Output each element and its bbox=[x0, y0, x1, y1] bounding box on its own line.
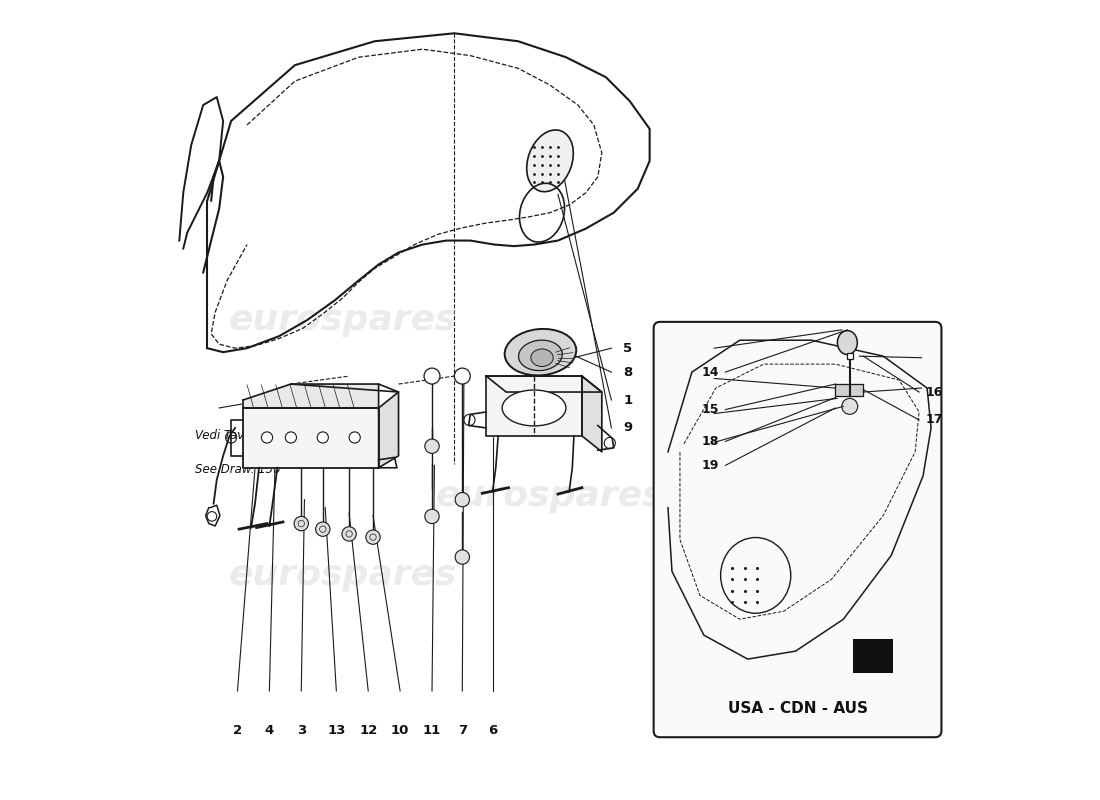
Text: See Draw. 130: See Draw. 130 bbox=[195, 463, 280, 476]
Text: 3: 3 bbox=[297, 724, 306, 738]
Text: 1: 1 bbox=[624, 394, 632, 406]
Text: 4: 4 bbox=[265, 724, 274, 738]
Circle shape bbox=[366, 530, 381, 544]
Ellipse shape bbox=[505, 329, 576, 375]
Text: 14: 14 bbox=[694, 342, 712, 354]
Text: 18: 18 bbox=[694, 407, 712, 420]
Text: 11: 11 bbox=[422, 724, 441, 738]
Circle shape bbox=[285, 432, 297, 443]
Circle shape bbox=[294, 516, 308, 530]
Circle shape bbox=[317, 432, 329, 443]
Text: 16: 16 bbox=[925, 386, 943, 398]
Polygon shape bbox=[243, 384, 378, 408]
Text: 17: 17 bbox=[923, 382, 940, 394]
Ellipse shape bbox=[518, 340, 562, 370]
Ellipse shape bbox=[531, 349, 553, 366]
Text: 17: 17 bbox=[925, 414, 943, 426]
Text: 19: 19 bbox=[702, 459, 719, 472]
Text: 2: 2 bbox=[233, 724, 242, 738]
Text: 14: 14 bbox=[702, 366, 719, 378]
Circle shape bbox=[425, 439, 439, 454]
Circle shape bbox=[425, 510, 439, 523]
Text: 7: 7 bbox=[458, 724, 466, 738]
Circle shape bbox=[316, 522, 330, 536]
Bar bbox=[852, 639, 893, 673]
Text: 12: 12 bbox=[359, 724, 377, 738]
Text: 13: 13 bbox=[327, 724, 345, 738]
Text: 5: 5 bbox=[624, 342, 632, 354]
Circle shape bbox=[454, 368, 471, 384]
Text: 19: 19 bbox=[694, 436, 712, 449]
Polygon shape bbox=[243, 408, 378, 468]
Text: eurospares: eurospares bbox=[229, 558, 456, 592]
Circle shape bbox=[342, 526, 356, 541]
Text: eurospares: eurospares bbox=[229, 303, 456, 338]
Circle shape bbox=[842, 398, 858, 414]
Text: 10: 10 bbox=[390, 724, 409, 738]
Circle shape bbox=[424, 368, 440, 384]
Polygon shape bbox=[582, 376, 602, 452]
Text: Vedi Tav. 130: Vedi Tav. 130 bbox=[195, 430, 274, 442]
Text: 16: 16 bbox=[923, 350, 940, 362]
Polygon shape bbox=[835, 384, 864, 396]
Ellipse shape bbox=[837, 330, 857, 354]
Polygon shape bbox=[486, 376, 582, 436]
Polygon shape bbox=[486, 376, 602, 392]
FancyBboxPatch shape bbox=[653, 322, 942, 738]
Text: 9: 9 bbox=[624, 422, 632, 434]
Text: 15: 15 bbox=[694, 372, 712, 385]
Circle shape bbox=[455, 550, 470, 564]
Text: eurospares: eurospares bbox=[653, 410, 829, 438]
Text: 18: 18 bbox=[702, 435, 719, 448]
Circle shape bbox=[262, 432, 273, 443]
Text: 8: 8 bbox=[624, 366, 632, 378]
Text: 6: 6 bbox=[488, 724, 497, 738]
Polygon shape bbox=[378, 392, 398, 468]
Circle shape bbox=[349, 432, 361, 443]
Ellipse shape bbox=[527, 130, 573, 192]
Ellipse shape bbox=[503, 390, 565, 426]
Text: 15: 15 bbox=[702, 403, 719, 416]
Text: eurospares: eurospares bbox=[436, 478, 664, 513]
Circle shape bbox=[455, 493, 470, 507]
Text: USA - CDN - AUS: USA - CDN - AUS bbox=[727, 701, 868, 716]
